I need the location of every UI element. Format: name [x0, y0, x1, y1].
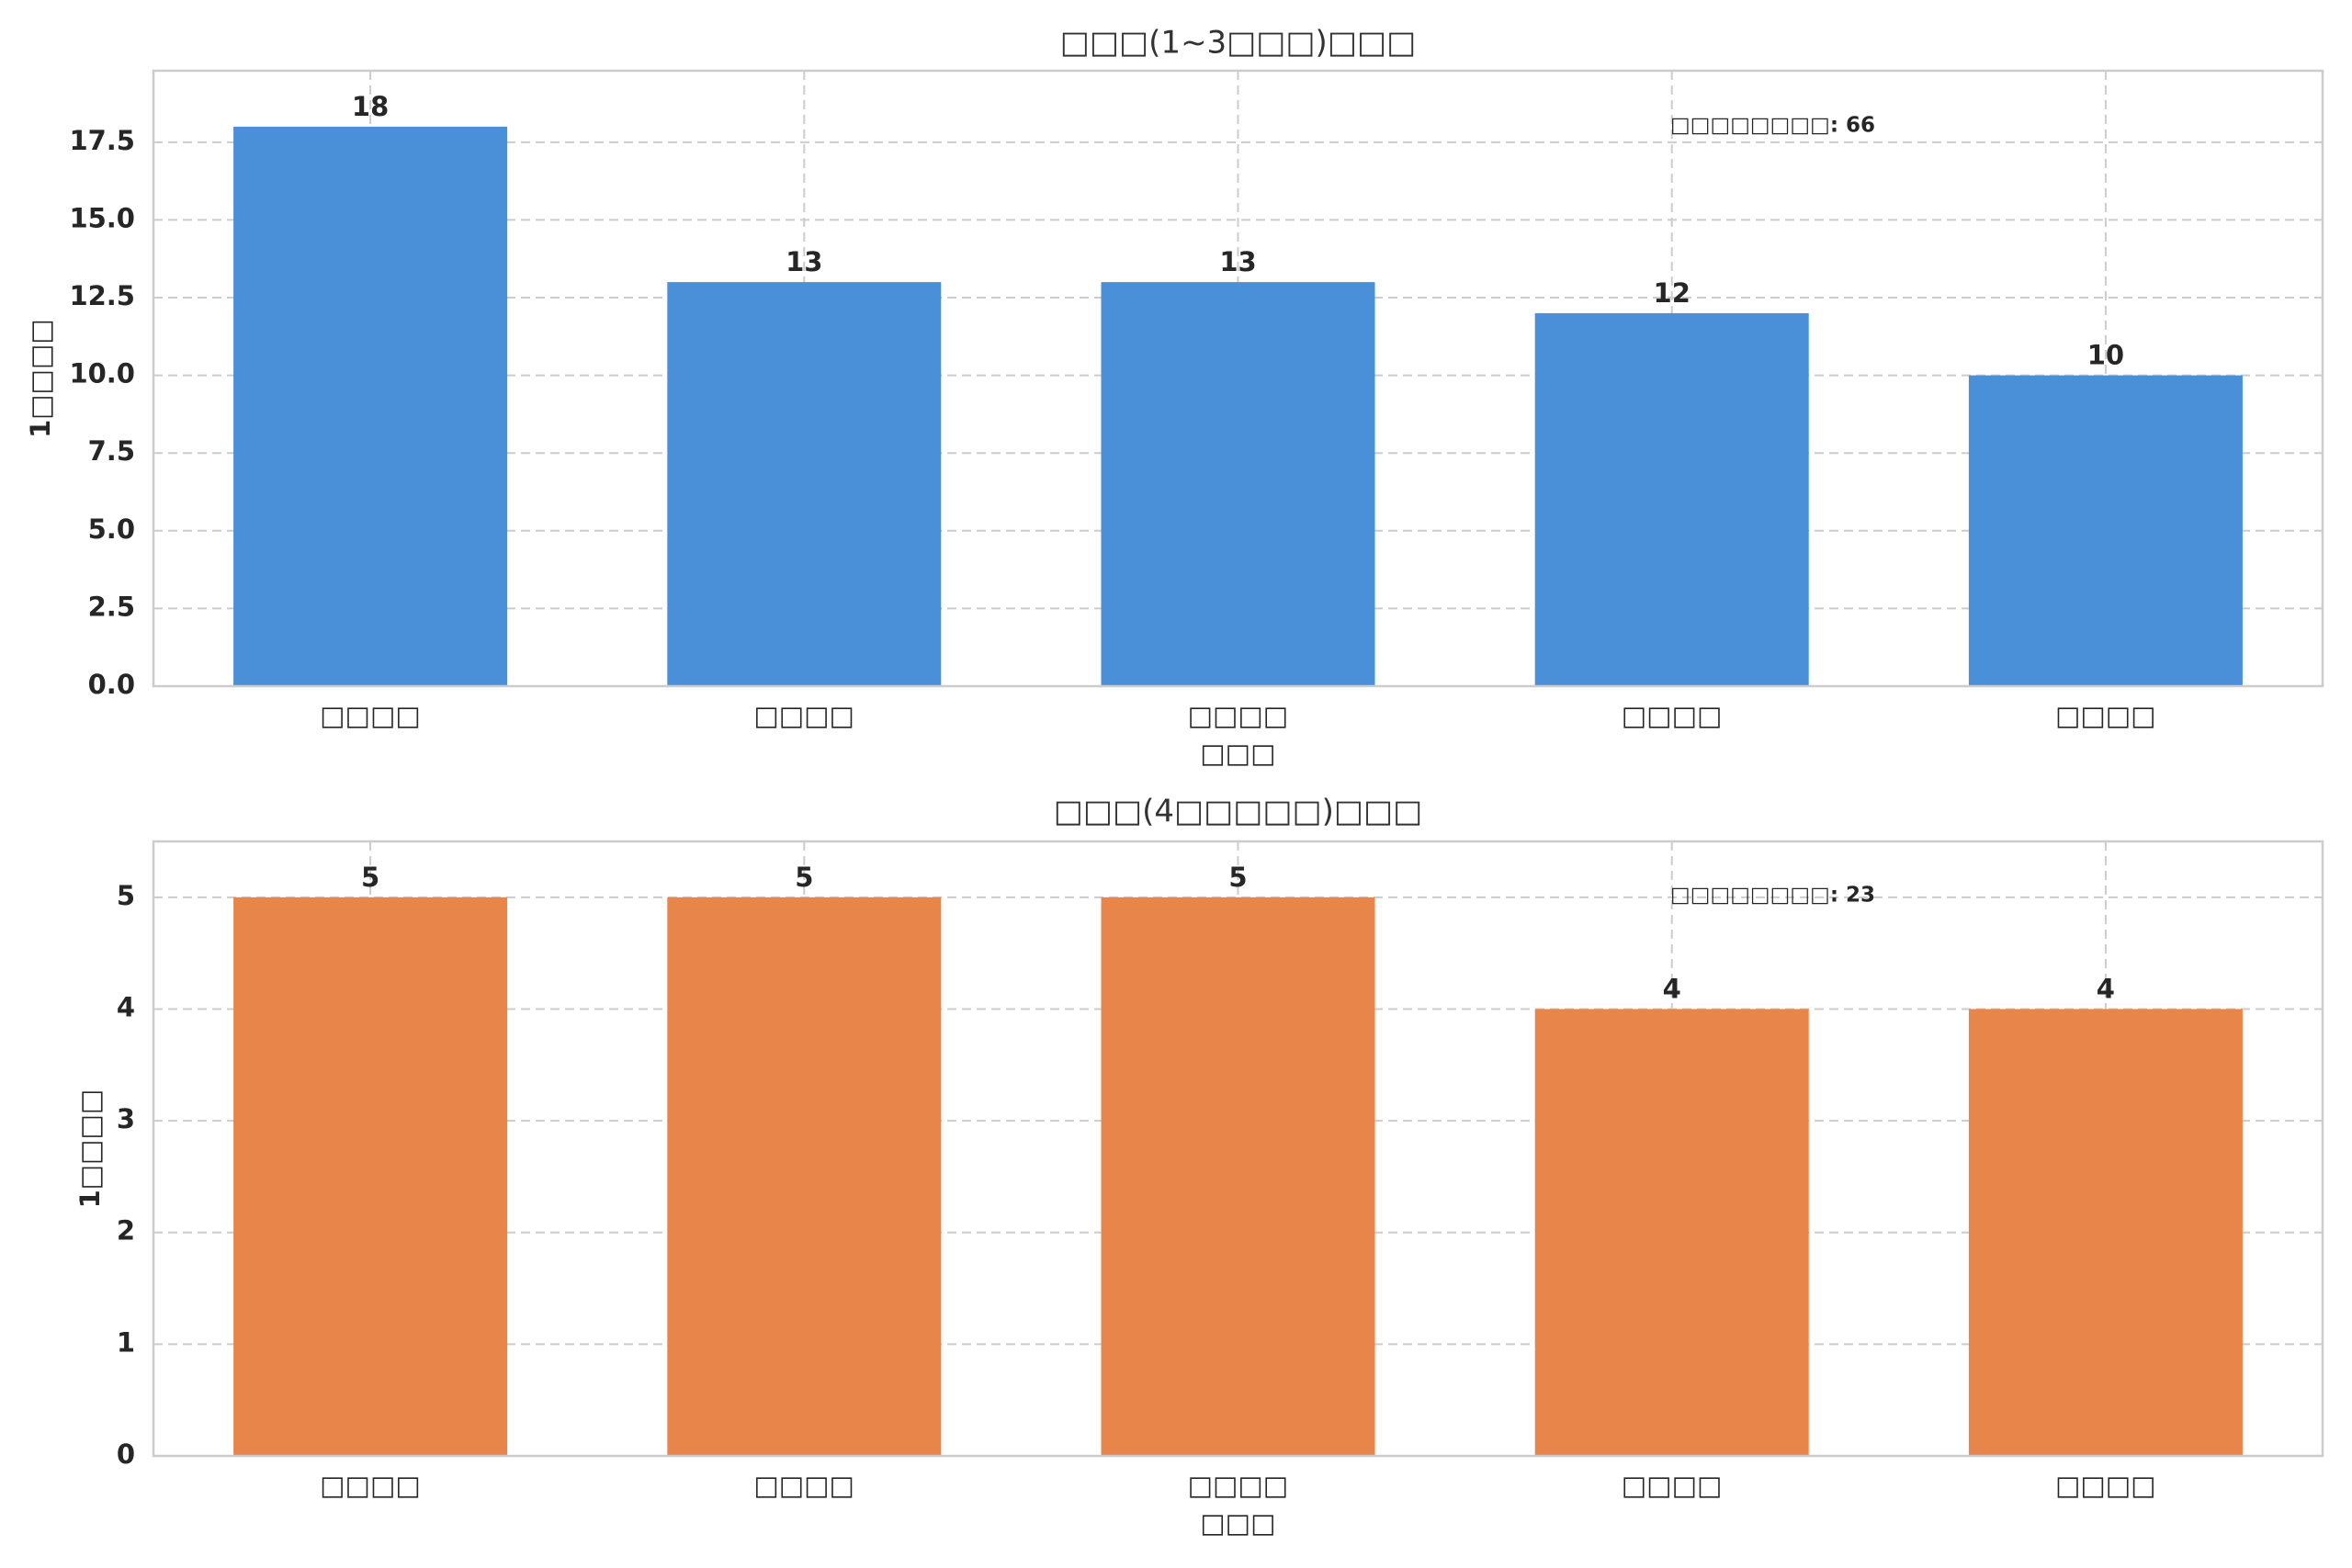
bar-value-label: 4 — [2097, 973, 2115, 1004]
bar — [1101, 282, 1375, 686]
y-tick-label: 17.5 — [69, 125, 135, 156]
y-tick-label: 1 — [117, 1326, 135, 1358]
y-tick-label: 4 — [117, 991, 135, 1022]
x-tick-label: □□□□ — [320, 700, 421, 731]
bar-value-label: 5 — [1228, 862, 1247, 893]
y-tick-label: 15.0 — [69, 202, 135, 233]
bar-value-label: 4 — [1663, 973, 1681, 1004]
y-tick-label: 3 — [117, 1103, 135, 1134]
y-tick-label: 5.0 — [88, 513, 135, 545]
bar — [1101, 897, 1375, 1456]
x-tick-label: □□□□ — [1188, 700, 1289, 731]
x-tick-label: □□□□ — [320, 1470, 421, 1501]
x-axis-label: □□□ — [1200, 738, 1275, 769]
y-axis-label: 1□□□□ — [74, 1089, 106, 1209]
y-tick-label: 10.0 — [69, 358, 135, 389]
y-tick-label: 2 — [117, 1215, 135, 1247]
y-axis-label: 1□□□□ — [25, 319, 56, 438]
x-tick-label: □□□□ — [1622, 700, 1723, 731]
x-tick-label: □□□□ — [753, 700, 854, 731]
chart-panel-2: □□□(4□□□□□)□□□0123455□□□□5□□□□5□□□□4□□□□… — [74, 794, 2324, 1539]
bar — [667, 282, 942, 686]
bar — [667, 897, 942, 1456]
chart-title: □□□(4□□□□□)□□□ — [1054, 794, 1423, 830]
bar-value-label: 5 — [361, 862, 379, 893]
x-tick-label: □□□□ — [1188, 1470, 1289, 1501]
plot-frame — [152, 69, 2324, 688]
bar — [1534, 312, 1809, 686]
y-tick-label: 5 — [117, 880, 135, 911]
bar — [1968, 1009, 2243, 1456]
bar-value-label: 13 — [786, 246, 822, 277]
bar-value-label: 13 — [1219, 246, 1256, 277]
x-tick-label: □□□□ — [753, 1470, 854, 1501]
bar-value-label: 12 — [1654, 277, 1690, 309]
total-annotation: □□□□□□□□: 66 — [1670, 114, 1875, 138]
y-tick-label: 2.5 — [88, 591, 135, 622]
x-tick-label: □□□□ — [2055, 1470, 2156, 1501]
bar-value-label: 5 — [795, 862, 813, 893]
plot-frame — [152, 840, 2324, 1458]
x-axis-label: □□□ — [1200, 1507, 1275, 1539]
bar — [233, 126, 508, 687]
bar-value-label: 10 — [2087, 340, 2124, 371]
x-tick-label: □□□□ — [1622, 1470, 1723, 1501]
total-annotation: □□□□□□□□: 23 — [1670, 884, 1875, 908]
x-tick-label: □□□□ — [2055, 700, 2156, 731]
y-tick-label: 0.0 — [88, 669, 135, 700]
bar-value-label: 18 — [352, 91, 389, 122]
bar — [1534, 1009, 1809, 1456]
y-tick-label: 12.5 — [69, 280, 135, 311]
bar — [1968, 375, 2243, 686]
bar — [233, 897, 508, 1456]
chart-panel-1: □□□(1~3□□□)□□□ 0.0 2.5 5.0 7.5 10.0 12.5 15.0 17… — [25, 25, 2324, 769]
y-tick-label: 7.5 — [88, 435, 135, 467]
y-tick-label: 0 — [117, 1438, 135, 1470]
chart-title: □□□(1~3□□□)□□□ — [1060, 25, 1416, 62]
